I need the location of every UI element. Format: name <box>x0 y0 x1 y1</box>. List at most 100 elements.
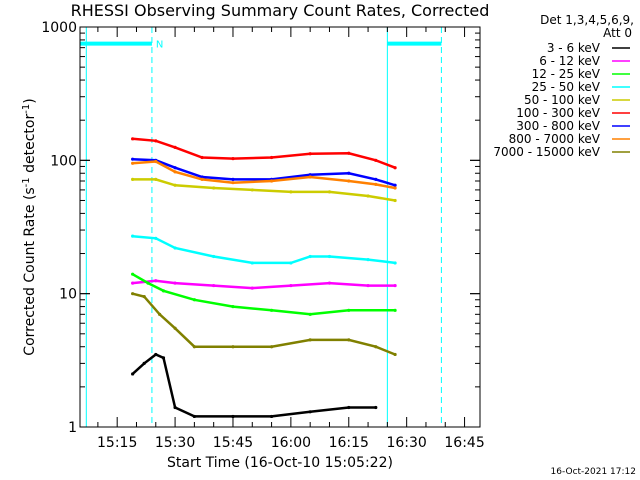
night-marker-label: N <box>156 40 163 51</box>
series-line <box>132 234 396 265</box>
data-point <box>393 352 397 357</box>
data-point <box>231 181 235 185</box>
data-point <box>289 190 293 194</box>
legend-label: 100 - 300 keV <box>516 106 600 120</box>
x-tick-label: 15:45 <box>213 435 253 451</box>
data-point <box>154 177 158 181</box>
legend-label: 800 - 7000 keV <box>509 132 601 146</box>
data-point <box>269 414 274 419</box>
x-tick-label: 16:00 <box>271 435 311 451</box>
y-axis-title-exponent: -1 <box>21 177 32 187</box>
data-point <box>347 338 351 342</box>
data-point <box>393 183 397 187</box>
data-point <box>154 159 158 164</box>
x-tick-label: 15:30 <box>155 435 195 451</box>
plot-area: N <box>80 27 442 427</box>
data-point <box>142 361 146 365</box>
y-tick-label: 1 <box>68 420 77 436</box>
data-point <box>161 356 166 360</box>
plot-frame <box>79 26 481 428</box>
legend-label: 3 - 6 keV <box>547 41 601 55</box>
y-axis-title-part: detector <box>22 114 38 178</box>
data-point <box>366 283 370 288</box>
data-point <box>393 283 397 288</box>
data-point <box>212 283 216 288</box>
data-point <box>131 292 135 296</box>
data-point <box>308 152 312 156</box>
data-point <box>200 177 204 181</box>
data-point <box>173 166 177 170</box>
data-point <box>212 186 216 190</box>
series-line <box>132 160 396 190</box>
data-point <box>250 261 254 265</box>
data-point <box>250 286 254 290</box>
data-point <box>393 261 397 265</box>
data-point <box>250 188 254 192</box>
data-point <box>154 279 158 283</box>
data-point <box>393 308 397 312</box>
data-point <box>269 155 274 160</box>
data-point <box>327 281 332 285</box>
series-line <box>132 137 396 169</box>
data-point <box>131 372 135 376</box>
data-point <box>173 170 177 174</box>
x-axis: 15:15 15:30 15:45 16:00 16:15 16:30 16:45 <box>97 27 485 451</box>
data-point <box>131 137 135 141</box>
data-point <box>366 258 370 262</box>
data-point <box>173 145 177 150</box>
data-point <box>347 151 351 155</box>
data-point <box>231 414 235 419</box>
data-point <box>161 289 166 293</box>
data-point <box>173 326 177 330</box>
data-point <box>142 295 146 299</box>
series-line <box>131 273 396 316</box>
data-point <box>192 298 196 302</box>
y-axis-title-part: Corrected Count Rate (s <box>22 187 38 355</box>
data-point <box>173 281 177 285</box>
data-point <box>347 171 351 175</box>
legend-label: 50 - 100 keV <box>524 93 601 107</box>
data-point <box>308 338 312 342</box>
y-tick-label: 10 <box>59 287 77 303</box>
legend-label: 25 - 50 keV <box>532 80 601 94</box>
data-point <box>269 308 274 312</box>
data-point <box>374 345 378 349</box>
y-tick-label: 1000 <box>41 20 77 36</box>
data-point <box>131 272 135 276</box>
data-point <box>374 158 378 162</box>
data-point <box>231 345 235 349</box>
y-tick-label: 100 <box>50 153 77 169</box>
data-point <box>131 177 135 181</box>
data-point <box>269 345 274 349</box>
data-point <box>200 175 204 179</box>
legend-label: 6 - 12 keV <box>539 54 601 68</box>
data-point <box>347 405 351 410</box>
data-point <box>131 157 135 161</box>
x-axis-title: Start Time (16-Oct-10 15:05:22) <box>167 455 393 471</box>
data-point <box>308 254 312 259</box>
data-point <box>308 175 312 179</box>
y-axis-title: Corrected Count Rate (s-1 detector-1) <box>21 98 38 355</box>
data-point <box>374 405 378 410</box>
data-point <box>308 312 312 316</box>
data-point <box>131 281 135 285</box>
data-point <box>192 414 196 419</box>
data-point <box>212 254 216 259</box>
data-point <box>131 234 135 238</box>
series-line <box>131 353 376 418</box>
x-tick-label: 16:30 <box>386 435 426 451</box>
legend-label: 7000 - 15000 keV <box>493 145 600 159</box>
data-point <box>308 173 312 177</box>
data-point <box>146 281 150 285</box>
data-point <box>154 139 158 143</box>
render-timestamp: 16-Oct-2021 17:12 <box>551 467 636 477</box>
data-point <box>231 157 235 161</box>
data-point <box>393 198 397 203</box>
legend-header-line: Det 1,3,4,5,6,9, <box>540 13 634 27</box>
data-point <box>173 246 177 250</box>
data-point <box>327 254 332 259</box>
data-point <box>200 155 204 160</box>
data-point <box>154 236 158 240</box>
